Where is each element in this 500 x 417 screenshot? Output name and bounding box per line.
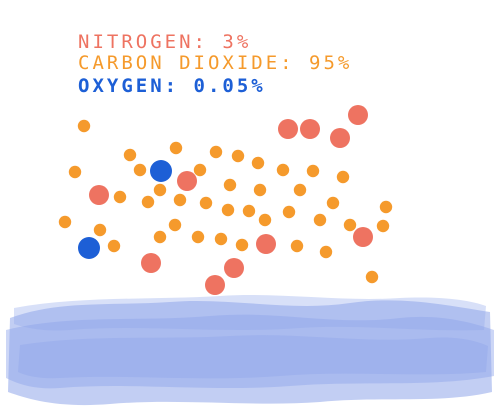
carbon-dioxide-molecule [336, 170, 350, 184]
water-body [6, 295, 494, 406]
carbon-dioxide-molecule [141, 195, 155, 209]
carbon-dioxide-molecule [223, 178, 237, 192]
carbon-dioxide-molecule [68, 165, 82, 179]
carbon-dioxide-molecule [313, 213, 327, 227]
carbon-dioxide-molecule [214, 232, 228, 246]
legend-nitrogen: NITROGEN: 3% [78, 31, 252, 53]
carbon-dioxide-molecule [168, 218, 182, 232]
carbon-dioxide-molecule [133, 163, 147, 177]
oxygen-molecule [150, 160, 172, 182]
carbon-dioxide-molecule [193, 163, 207, 177]
nitrogen-molecule [256, 234, 276, 254]
carbon-dioxide-molecule [123, 148, 137, 162]
carbon-dioxide-molecule [282, 205, 296, 219]
nitrogen-molecule [278, 119, 298, 139]
nitrogen-molecule [330, 128, 350, 148]
carbon-dioxide-molecule [235, 238, 249, 252]
carbon-dioxide-molecule [242, 204, 256, 218]
carbon-dioxide-molecule [365, 270, 379, 284]
carbon-dioxide-molecule [58, 215, 72, 229]
carbon-dioxide-molecule [169, 141, 183, 155]
carbon-dioxide-molecule [253, 183, 267, 197]
carbon-dioxide-molecule [231, 149, 245, 163]
carbon-dioxide-molecule [173, 193, 187, 207]
carbon-dioxide-molecule [326, 196, 340, 210]
nitrogen-molecule [300, 119, 320, 139]
carbon-dioxide-molecule [77, 119, 91, 133]
carbon-dioxide-molecule [376, 219, 390, 233]
carbon-dioxide-molecule [290, 239, 304, 253]
carbon-dioxide-molecule [379, 200, 393, 214]
carbon-dioxide-molecule [93, 223, 107, 237]
molecule-dots [58, 105, 393, 295]
nitrogen-molecule [224, 258, 244, 278]
carbon-dioxide-molecule [107, 239, 121, 253]
oxygen-molecule [78, 237, 100, 259]
carbon-dioxide-molecule [221, 203, 235, 217]
legend-oxygen: OXYGEN: 0.05% [78, 75, 266, 97]
nitrogen-molecule [348, 105, 368, 125]
carbon-dioxide-molecule [153, 230, 167, 244]
carbon-dioxide-molecule [343, 218, 357, 232]
nitrogen-molecule [177, 171, 197, 191]
carbon-dioxide-molecule [258, 213, 272, 227]
carbon-dioxide-molecule [293, 183, 307, 197]
nitrogen-molecule [205, 275, 225, 295]
water-band [8, 300, 492, 406]
carbon-dioxide-molecule [113, 190, 127, 204]
legend-carbon-dioxide: CARBON DIOXIDE: 95% [78, 52, 353, 74]
carbon-dioxide-molecule [209, 145, 223, 159]
carbon-dioxide-molecule [276, 163, 290, 177]
carbon-dioxide-molecule [191, 230, 205, 244]
water-band [18, 335, 488, 379]
water-band [6, 314, 494, 389]
nitrogen-molecule [353, 227, 373, 247]
water-band [14, 295, 486, 331]
nitrogen-molecule [89, 185, 109, 205]
carbon-dioxide-molecule [306, 164, 320, 178]
carbon-dioxide-molecule [319, 245, 333, 259]
carbon-dioxide-molecule [199, 196, 213, 210]
carbon-dioxide-molecule [251, 156, 265, 170]
nitrogen-molecule [141, 253, 161, 273]
carbon-dioxide-molecule [153, 183, 167, 197]
